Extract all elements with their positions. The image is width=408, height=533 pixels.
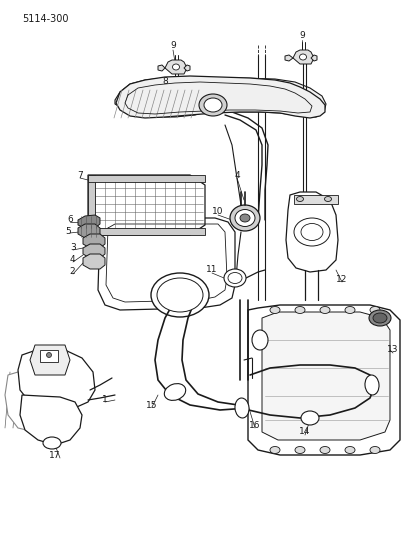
- Polygon shape: [20, 395, 82, 445]
- Ellipse shape: [228, 272, 242, 284]
- Polygon shape: [78, 224, 100, 238]
- Polygon shape: [115, 77, 215, 117]
- Ellipse shape: [270, 306, 280, 313]
- Ellipse shape: [199, 94, 227, 116]
- Polygon shape: [262, 312, 390, 440]
- Polygon shape: [293, 50, 314, 64]
- Polygon shape: [78, 215, 100, 228]
- Text: 15: 15: [146, 400, 158, 409]
- Ellipse shape: [324, 197, 331, 201]
- Polygon shape: [98, 218, 235, 310]
- Text: 4: 4: [69, 255, 75, 264]
- Text: 5114-300: 5114-300: [22, 14, 69, 24]
- Polygon shape: [311, 55, 317, 61]
- Polygon shape: [30, 345, 70, 375]
- Polygon shape: [83, 234, 105, 248]
- Ellipse shape: [301, 223, 323, 240]
- Ellipse shape: [345, 306, 355, 313]
- Ellipse shape: [204, 98, 222, 112]
- Ellipse shape: [157, 278, 203, 312]
- Polygon shape: [88, 175, 205, 182]
- Text: 10: 10: [212, 207, 224, 216]
- Text: 4: 4: [234, 171, 240, 180]
- Polygon shape: [158, 65, 165, 71]
- Ellipse shape: [297, 197, 304, 201]
- Ellipse shape: [294, 218, 330, 246]
- Polygon shape: [165, 60, 187, 74]
- Text: 8: 8: [162, 77, 168, 86]
- Ellipse shape: [270, 447, 280, 454]
- Ellipse shape: [369, 310, 391, 326]
- Ellipse shape: [43, 437, 61, 449]
- Polygon shape: [40, 350, 58, 362]
- Ellipse shape: [320, 306, 330, 313]
- Polygon shape: [116, 76, 325, 118]
- Polygon shape: [88, 175, 95, 235]
- Text: 1: 1: [102, 395, 108, 405]
- Ellipse shape: [252, 330, 268, 350]
- Text: 11: 11: [206, 265, 218, 274]
- Text: 7: 7: [77, 171, 83, 180]
- Ellipse shape: [240, 214, 250, 222]
- Polygon shape: [83, 254, 105, 269]
- Text: 6: 6: [67, 215, 73, 224]
- Ellipse shape: [365, 375, 379, 395]
- Text: 2: 2: [69, 268, 75, 277]
- Text: 3: 3: [70, 244, 76, 253]
- Ellipse shape: [235, 209, 255, 227]
- Ellipse shape: [164, 384, 186, 400]
- Text: 5: 5: [65, 228, 71, 237]
- Text: 14: 14: [299, 427, 310, 437]
- Polygon shape: [286, 192, 338, 272]
- Ellipse shape: [320, 447, 330, 454]
- Ellipse shape: [370, 447, 380, 454]
- Ellipse shape: [345, 447, 355, 454]
- Text: 9: 9: [299, 31, 305, 41]
- Polygon shape: [88, 175, 205, 235]
- Ellipse shape: [230, 205, 260, 231]
- Ellipse shape: [295, 447, 305, 454]
- Polygon shape: [5, 370, 78, 432]
- Ellipse shape: [370, 306, 380, 313]
- Ellipse shape: [151, 273, 209, 317]
- Text: 16: 16: [249, 421, 261, 430]
- Polygon shape: [184, 65, 190, 71]
- Text: 9: 9: [170, 42, 176, 51]
- Polygon shape: [18, 348, 95, 412]
- Text: 17: 17: [49, 450, 61, 459]
- Ellipse shape: [373, 313, 387, 323]
- Ellipse shape: [224, 269, 246, 287]
- Polygon shape: [285, 55, 293, 61]
- Polygon shape: [248, 305, 400, 455]
- Polygon shape: [294, 195, 338, 204]
- Ellipse shape: [173, 64, 180, 70]
- Ellipse shape: [235, 398, 249, 418]
- Ellipse shape: [295, 306, 305, 313]
- Ellipse shape: [301, 411, 319, 425]
- Text: 12: 12: [336, 276, 348, 285]
- Ellipse shape: [299, 54, 306, 60]
- Polygon shape: [83, 244, 105, 258]
- Polygon shape: [210, 78, 326, 117]
- Polygon shape: [88, 228, 205, 235]
- Ellipse shape: [47, 352, 51, 358]
- Text: 13: 13: [387, 345, 399, 354]
